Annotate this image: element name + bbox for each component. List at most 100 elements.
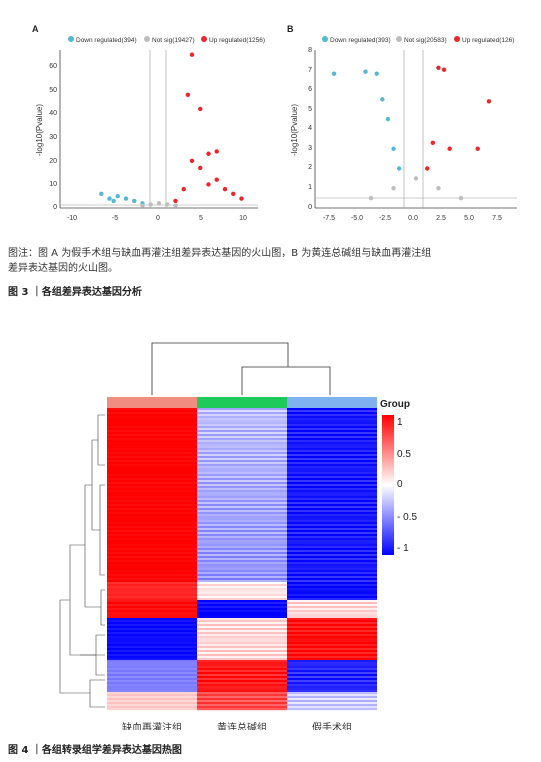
scatter-point <box>380 97 385 102</box>
svg-text:10: 10 <box>239 215 247 222</box>
svg-text:50: 50 <box>49 87 57 94</box>
svg-text:7.5: 7.5 <box>492 215 502 222</box>
svg-text:2: 2 <box>308 164 312 171</box>
y-axis-label-a: -log10(Pvalue) <box>35 104 44 156</box>
scatter-point <box>111 198 116 204</box>
svg-text:-7.5: -7.5 <box>323 215 335 222</box>
scatter-point <box>396 166 402 171</box>
figure3-caption-line1: 图注：图 A 为假手术组与缺血再灌注组差异表达基因的火山图，B 为黄连总碱组与缺… <box>8 248 432 259</box>
svg-text:6: 6 <box>308 86 312 93</box>
scatter-point <box>425 166 430 171</box>
legend-a: Down regulated(394) Not sig(19427) Up re… <box>68 36 265 44</box>
panel-a-label: A <box>32 24 39 34</box>
svg-text:0: 0 <box>156 215 160 222</box>
scatter-point <box>189 52 195 57</box>
svg-text:-5.0: -5.0 <box>351 215 363 222</box>
panel-b-label: B <box>287 24 294 34</box>
scatter-point <box>173 198 178 204</box>
scale-tick-05: 0.5 <box>397 449 411 460</box>
scatter-point <box>413 176 419 181</box>
scatter-point <box>123 196 129 201</box>
heatmap-cells <box>107 408 377 711</box>
scatter-point <box>148 202 153 207</box>
scatter-point <box>239 196 244 201</box>
svg-text:2.5: 2.5 <box>436 215 446 222</box>
color-scale-bar <box>382 415 394 555</box>
scatter-point <box>107 196 112 201</box>
svg-text:0: 0 <box>53 204 57 211</box>
scatter-point <box>441 67 447 72</box>
row-dendrogram <box>59 414 105 708</box>
column-dendrogram <box>151 342 331 395</box>
scatter-point <box>214 177 219 182</box>
scatter-point <box>132 198 137 204</box>
legend-a-up: Up regulated(1256) <box>209 37 265 44</box>
figure4-title: 图 4 ｜各组转录组学差异表达基因热图 <box>8 745 182 756</box>
svg-text:4: 4 <box>308 125 312 132</box>
svg-text:1: 1 <box>308 184 312 191</box>
scatter-point <box>198 106 203 112</box>
scatter-point <box>173 203 178 208</box>
scatter-point <box>331 71 337 76</box>
legend-b: Down regulated(393) Not sig(20583) Up re… <box>322 36 514 44</box>
figure3-caption-line2: 差异表达基因的火山图。 <box>8 263 118 274</box>
scatter-point <box>206 182 211 187</box>
scatter-point <box>198 165 203 171</box>
volcano-plot-b: Down regulated(393) Not sig(20583) Up re… <box>290 36 517 222</box>
scatter-point <box>185 92 191 98</box>
y-axis-label-b: -log10(Pvalue) <box>290 104 299 156</box>
scatter-point <box>475 146 480 151</box>
svg-text:20: 20 <box>49 158 57 165</box>
svg-text:5: 5 <box>308 106 312 113</box>
group-color-bar <box>107 397 377 408</box>
scatter-point <box>165 202 170 207</box>
column-label-sham: 假手术组 <box>312 721 352 730</box>
svg-text:-2.5: -2.5 <box>379 215 391 222</box>
heatmap-figure: Group 1 0.5 0 - 0.5 - 1 缺血再灌注组 黄连总碱组 假手术… <box>59 342 417 730</box>
group-legend-title: Group <box>380 399 410 410</box>
svg-text:10: 10 <box>49 181 57 188</box>
legend-b-down: Down regulated(393) <box>330 37 391 44</box>
svg-text:7: 7 <box>308 67 312 74</box>
scatter-point <box>214 149 219 154</box>
volcano-plot-a: Down regulated(394) Not sig(19427) Up re… <box>35 36 265 222</box>
scatter-point <box>156 201 162 206</box>
scatter-point <box>436 65 441 70</box>
scatter-point <box>140 203 145 208</box>
scatter-point <box>115 194 120 199</box>
scale-tick-0: 0 <box>397 479 403 490</box>
scatter-point <box>222 186 228 192</box>
scatter-point <box>189 158 195 164</box>
scatter-point <box>181 186 186 192</box>
scatter-point <box>374 71 379 76</box>
svg-text:3: 3 <box>308 145 312 152</box>
scatter-point <box>436 186 441 191</box>
svg-text:8: 8 <box>308 47 312 54</box>
scatter-point <box>363 69 368 74</box>
legend-b-notsig: Not sig(20583) <box>404 37 447 44</box>
svg-text:5.0: 5.0 <box>464 215 474 222</box>
legend-b-up: Up regulated(126) <box>462 37 514 44</box>
scatter-point <box>391 146 396 151</box>
svg-text:0.0: 0.0 <box>408 215 418 222</box>
scatter-point <box>391 186 396 191</box>
scatter-point <box>430 140 436 146</box>
legend-a-notsig: Not sig(19427) <box>152 37 195 44</box>
svg-text:60: 60 <box>49 63 57 70</box>
scatter-point <box>368 195 374 201</box>
svg-text:30: 30 <box>49 134 57 141</box>
scale-tick-1: 1 <box>397 417 403 428</box>
svg-text:-5: -5 <box>112 215 118 222</box>
column-label-ir: 缺血再灌注组 <box>122 721 182 730</box>
scatter-point <box>206 151 211 156</box>
figure3-title: 图 3 ｜各组差异表达基因分析 <box>8 287 142 298</box>
scatter-point <box>231 191 236 197</box>
scatter-point <box>458 195 464 201</box>
scale-tick-neg1: - 1 <box>397 543 409 554</box>
scale-tick-neg05: - 0.5 <box>397 512 417 523</box>
svg-text:0: 0 <box>308 204 312 211</box>
scatter-point <box>99 191 104 197</box>
column-label-coptis: 黄连总碱组 <box>217 721 267 730</box>
scatter-point <box>486 99 492 104</box>
svg-text:40: 40 <box>49 110 57 117</box>
